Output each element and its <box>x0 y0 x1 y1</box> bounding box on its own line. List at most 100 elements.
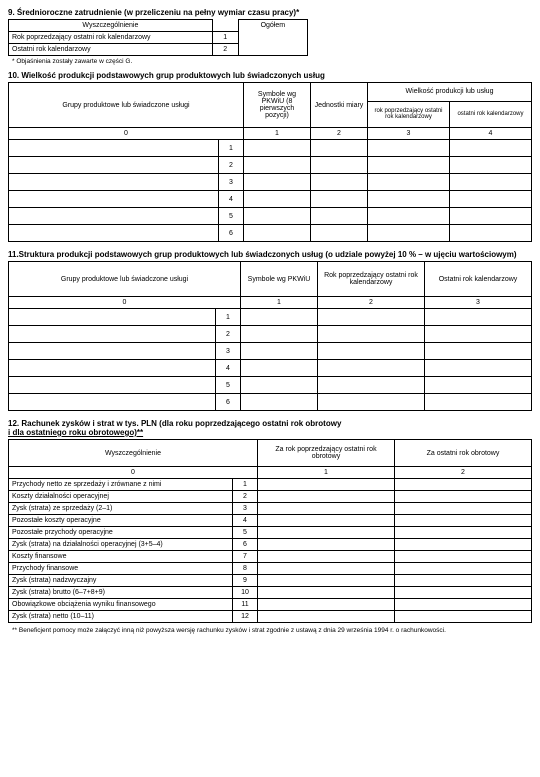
table-cell <box>244 191 311 208</box>
table-cell <box>450 140 532 157</box>
table-cell <box>368 140 450 157</box>
s10-n5: 5 <box>219 208 244 225</box>
s12-h1: Za rok poprzedzający ostatni rok obrotow… <box>258 440 395 467</box>
table-cell <box>425 343 532 360</box>
table-cell <box>425 394 532 411</box>
s9-footnote: * Objaśnienia zostały zawarte w części G… <box>12 58 532 65</box>
s12-n10: 10 <box>233 587 258 599</box>
s12-r9: Zysk (strata) nadzwyczajny <box>9 575 233 587</box>
s12-n1: 1 <box>233 479 258 491</box>
table-cell <box>311 174 368 191</box>
s12-r10: Zysk (strata) brutto (6–7+8+9) <box>9 587 233 599</box>
s11-c0: 0 <box>9 297 241 309</box>
table-cell <box>311 191 368 208</box>
table-cell <box>258 599 395 611</box>
table-cell <box>258 563 395 575</box>
section11-title: 11.Struktura produkcji podstawowych grup… <box>8 250 532 259</box>
table-cell <box>425 326 532 343</box>
table-cell <box>318 309 425 326</box>
table-cell <box>9 309 216 326</box>
section12-title-a: 12. Rachunek zysków i strat w tys. PLN (… <box>8 419 532 428</box>
table-cell <box>258 503 395 515</box>
s12-r4: Pozostałe koszty operacyjne <box>9 515 233 527</box>
table-cell <box>244 157 311 174</box>
s11-n5: 5 <box>216 377 241 394</box>
s10-n6: 6 <box>219 225 244 242</box>
table-cell <box>395 551 532 563</box>
table-cell <box>318 326 425 343</box>
table-cell <box>241 377 318 394</box>
table-cell <box>318 343 425 360</box>
s12-h2: Za ostatni rok obrotowy <box>395 440 532 467</box>
s10-c0: 0 <box>9 128 244 140</box>
table-cell <box>450 225 532 242</box>
s11-h1: Symbole wg PKWiU <box>241 262 318 297</box>
table-cell <box>258 551 395 563</box>
table-cell <box>244 174 311 191</box>
s9-n2: 2 <box>212 44 238 56</box>
table-cell <box>318 360 425 377</box>
s12-r7: Koszty finansowe <box>9 551 233 563</box>
s12-n4: 4 <box>233 515 258 527</box>
table-cell <box>395 527 532 539</box>
section11-table: Grupy produktowe lub świadczone usługi S… <box>8 261 532 411</box>
s10-h3a: rok poprzedzający ostatni rok kalendarzo… <box>368 101 450 127</box>
s11-h3: Ostatni rok kalendarzowy <box>425 262 532 297</box>
section9-table: Wyszczególnienie Ogółem Rok poprzedzając… <box>8 19 308 56</box>
table-cell <box>311 225 368 242</box>
table-cell <box>311 208 368 225</box>
s10-c3: 3 <box>368 128 450 140</box>
s11-h0: Grupy produktowe lub świadczone usługi <box>9 262 241 297</box>
table-cell <box>258 491 395 503</box>
s12-n5: 5 <box>233 527 258 539</box>
s12-r11: Obowiązkowe obciążenia wyniku finansoweg… <box>9 599 233 611</box>
s9-n1: 1 <box>212 32 238 44</box>
table-cell <box>450 157 532 174</box>
table-cell <box>395 587 532 599</box>
table-cell <box>258 539 395 551</box>
s12-r5: Pozostałe przychody operacyjne <box>9 527 233 539</box>
table-cell <box>258 575 395 587</box>
table-cell <box>258 527 395 539</box>
s9-r1: Rok poprzedzający ostatni rok kalendarzo… <box>9 32 213 44</box>
s12-n6: 6 <box>233 539 258 551</box>
s11-n1: 1 <box>216 309 241 326</box>
table-cell <box>9 377 216 394</box>
s9-h-spec: Wyszczególnienie <box>9 20 213 32</box>
table-cell <box>450 191 532 208</box>
s11-c3: 3 <box>425 297 532 309</box>
section12-title-b: i dla ostatniego roku obrotowego)** <box>8 428 532 437</box>
s12-n2: 2 <box>233 491 258 503</box>
table-cell <box>244 208 311 225</box>
s10-n4: 4 <box>219 191 244 208</box>
s10-h1: Symbole wg PKWiU (8 pierwszych pozycji) <box>244 83 311 128</box>
table-cell <box>450 208 532 225</box>
table-cell <box>425 360 532 377</box>
s12-r8: Przychody finansowe <box>9 563 233 575</box>
table-cell <box>9 343 216 360</box>
s12-r12: Zysk (strata) netto (10–11) <box>9 611 233 623</box>
s12-r2: Koszty działalności operacyjnej <box>9 491 233 503</box>
s12-footnote: ** Beneficjent pomocy może załączyć inną… <box>12 627 532 634</box>
table-cell <box>368 225 450 242</box>
table-cell <box>368 157 450 174</box>
table-cell <box>395 539 532 551</box>
table-cell <box>395 479 532 491</box>
s12-r6: Zysk (strata) na działalności operacyjne… <box>9 539 233 551</box>
table-cell <box>241 360 318 377</box>
s12-r3: Zysk (strata) ze sprzedaży (2–1) <box>9 503 233 515</box>
table-cell <box>368 174 450 191</box>
table-cell <box>311 140 368 157</box>
s10-c4: 4 <box>450 128 532 140</box>
s12-n3: 3 <box>233 503 258 515</box>
s10-n2: 2 <box>219 157 244 174</box>
table-cell <box>395 563 532 575</box>
s10-h3b: ostatni rok kalendarzowy <box>450 101 532 127</box>
s12-n12: 12 <box>233 611 258 623</box>
section10-table: Grupy produktowe lub świadczone usługi S… <box>8 82 532 242</box>
table-cell <box>395 599 532 611</box>
s11-h2: Rok poprzedzający ostatni rok kalendarzo… <box>318 262 425 297</box>
s12-c1: 1 <box>258 467 395 479</box>
table-cell <box>318 377 425 394</box>
s11-c1: 1 <box>241 297 318 309</box>
